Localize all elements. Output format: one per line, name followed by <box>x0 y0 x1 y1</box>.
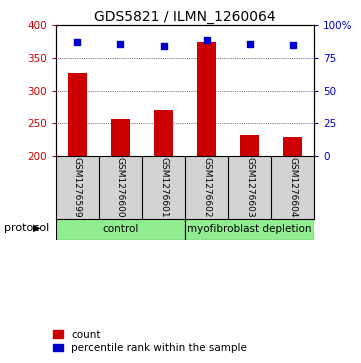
Title: GDS5821 / ILMN_1260064: GDS5821 / ILMN_1260064 <box>94 11 276 24</box>
Text: GSM1276604: GSM1276604 <box>288 157 297 218</box>
Point <box>161 43 166 49</box>
Point <box>75 40 81 45</box>
Bar <box>283 138 302 156</box>
Bar <box>197 42 216 156</box>
Point <box>118 41 123 46</box>
Text: ▶: ▶ <box>33 223 41 233</box>
Point <box>204 37 209 42</box>
Bar <box>68 73 87 156</box>
Text: protocol: protocol <box>4 223 49 233</box>
Bar <box>154 110 173 156</box>
Point <box>290 42 295 48</box>
Bar <box>56 219 185 240</box>
Legend: count, percentile rank within the sample: count, percentile rank within the sample <box>52 329 248 354</box>
Bar <box>185 219 314 240</box>
Text: myofibroblast depletion: myofibroblast depletion <box>187 224 312 234</box>
Point <box>247 41 252 46</box>
Text: GSM1276599: GSM1276599 <box>73 157 82 218</box>
Text: GSM1276603: GSM1276603 <box>245 157 254 218</box>
Text: GSM1276602: GSM1276602 <box>202 157 211 218</box>
Text: control: control <box>102 224 139 234</box>
Bar <box>111 119 130 156</box>
Text: GSM1276600: GSM1276600 <box>116 157 125 218</box>
Bar <box>240 135 259 156</box>
Text: GSM1276601: GSM1276601 <box>159 157 168 218</box>
